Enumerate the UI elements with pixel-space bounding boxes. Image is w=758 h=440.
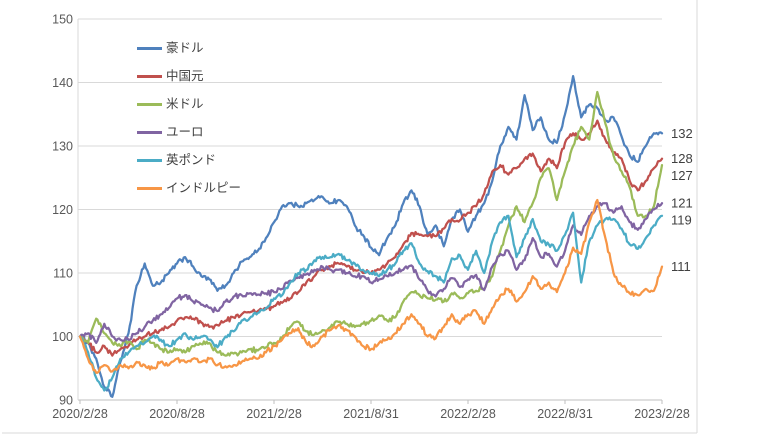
- legend-label-cny: 中国元: [166, 68, 204, 83]
- y-axis-tick-label: 140: [52, 76, 73, 90]
- chart-legend: 豪ドル中国元米ドルユーロ英ポンドインドルピー: [137, 34, 241, 202]
- y-axis-tick-label: 130: [52, 140, 73, 154]
- series-line-aud: [78, 74, 664, 398]
- x-axis-tick-label: 2021/2/28: [246, 407, 302, 421]
- x-axis-tick-label: 2020/8/28: [149, 407, 205, 421]
- x-axis-tick-label: 2022/2/28: [440, 407, 496, 421]
- legend-item-eur: ユーロ: [137, 118, 241, 146]
- y-axis-tick-label: 110: [53, 267, 73, 281]
- x-axis-tick-label: 2021/8/31: [343, 407, 399, 421]
- series-end-label-usd: 127: [671, 168, 693, 183]
- x-axis-tick-label: 2023/2/28: [634, 407, 690, 421]
- x-axis-tick-label: 2020/2/28: [52, 407, 108, 421]
- legend-item-inr: インドルピー: [137, 174, 241, 202]
- legend-item-cny: 中国元: [137, 62, 241, 90]
- series-line-eur: [78, 201, 664, 345]
- legend-label-usd: 米ドル: [166, 96, 204, 111]
- legend-item-aud: 豪ドル: [137, 34, 241, 62]
- y-axis-tick-label: 100: [52, 330, 73, 344]
- series-line-gbp: [78, 211, 664, 392]
- legend-label-eur: ユーロ: [166, 124, 204, 139]
- y-axis-tick-label: 90: [59, 394, 73, 408]
- legend-line-swatch-usd: [137, 102, 162, 106]
- legend-line-swatch-eur: [137, 130, 162, 134]
- series-line-usd: [78, 90, 664, 357]
- legend-label-aud: 豪ドル: [166, 40, 204, 55]
- legend-item-usd: 米ドル: [137, 90, 241, 118]
- y-axis-tick-label: 150: [52, 13, 73, 27]
- legend-line-swatch-gbp: [137, 158, 162, 162]
- legend-label-gbp: 英ポンド: [166, 152, 217, 167]
- legend-label-inr: インドルピー: [166, 180, 242, 195]
- y-axis-tick-label: 120: [52, 203, 73, 217]
- legend-line-swatch-inr: [137, 186, 162, 190]
- series-end-label-cny: 128: [671, 151, 693, 166]
- series-end-label-gbp: 119: [671, 213, 692, 228]
- series-end-label-eur: 121: [671, 196, 693, 211]
- legend-line-swatch-aud: [137, 46, 162, 50]
- legend-line-swatch-cny: [137, 74, 162, 78]
- series-line-inr: [78, 198, 664, 374]
- legend-item-gbp: 英ポンド: [137, 146, 241, 174]
- series-end-label-aud: 132: [671, 126, 693, 141]
- series-end-label-inr: 111: [671, 259, 691, 274]
- x-axis-tick-label: 2022/8/31: [537, 407, 593, 421]
